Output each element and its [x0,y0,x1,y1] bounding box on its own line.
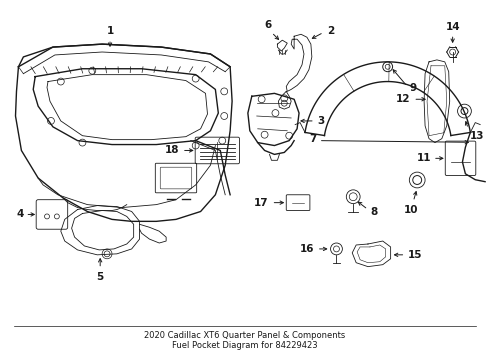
Text: 14: 14 [445,22,460,32]
Text: 8: 8 [370,207,377,216]
Text: 16: 16 [299,244,314,254]
Text: 1: 1 [106,26,114,36]
Text: 9: 9 [409,84,416,94]
Text: 18: 18 [165,145,179,156]
Text: 4: 4 [16,210,24,220]
Text: 10: 10 [404,204,418,215]
Text: 13: 13 [469,131,484,141]
Text: Fuel Pocket Diagram for 84229423: Fuel Pocket Diagram for 84229423 [172,341,318,350]
Text: 2020 Cadillac XT6 Quarter Panel & Components: 2020 Cadillac XT6 Quarter Panel & Compon… [144,331,345,340]
Text: 17: 17 [254,198,269,208]
Text: 3: 3 [318,116,325,126]
Text: 12: 12 [396,94,410,104]
Text: 2: 2 [327,26,334,36]
Text: 11: 11 [416,153,431,163]
Text: 15: 15 [407,250,422,260]
Text: 5: 5 [97,271,104,282]
Text: 7: 7 [309,134,317,144]
Text: 6: 6 [264,21,271,30]
